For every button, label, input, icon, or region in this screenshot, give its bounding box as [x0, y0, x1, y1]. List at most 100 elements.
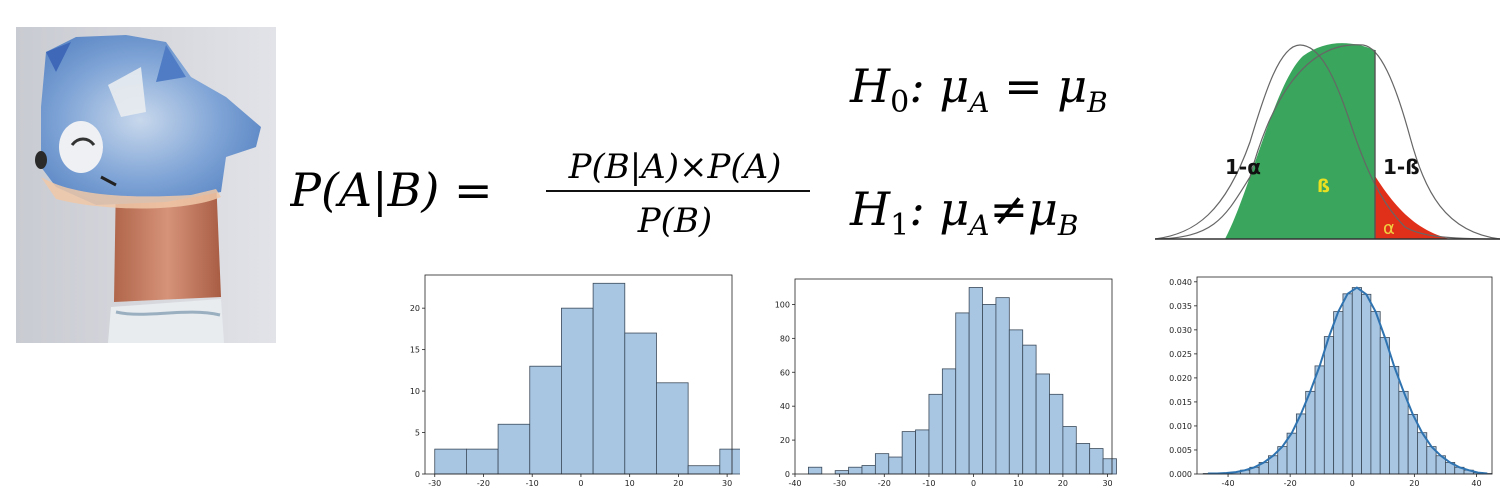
hist1-ytick-label-3: 15 — [410, 346, 420, 355]
hist2-bar-7 — [902, 432, 915, 474]
figure-photo-image — [16, 27, 276, 343]
hist3-ytick-label-4: 0.020 — [1169, 374, 1192, 383]
bayes-numerator: P(B|A)×P(A) — [568, 147, 782, 187]
hist3-bar-14 — [1334, 312, 1343, 474]
hist2-bar-15 — [1009, 330, 1022, 474]
hist1-xtick-label-6: 30 — [722, 479, 732, 488]
h1-a: A — [966, 209, 989, 242]
h1-sub: 1 — [890, 208, 909, 243]
hist3-bar-16 — [1352, 288, 1361, 474]
hist2-bar-4 — [862, 466, 875, 474]
hist2-bar-9 — [929, 394, 942, 474]
hist2-bar-10 — [942, 369, 955, 474]
hist1-bar-5 — [593, 283, 625, 474]
hist1-xtick-label-4: 10 — [625, 479, 635, 488]
hist2-bar-2 — [835, 471, 848, 474]
hist3-xtick-label-2: 0 — [1350, 479, 1355, 488]
hist3-ytick-label-1: 0.005 — [1169, 446, 1192, 455]
label-one-minus-alpha: 1-α — [1225, 155, 1261, 179]
hist2-ytick-label-4: 80 — [780, 334, 790, 343]
bayes-lhs: P(A|B) = — [290, 163, 493, 217]
h1-b: B — [1057, 209, 1079, 242]
h0-h: H — [849, 59, 891, 113]
hist1-bar-2 — [498, 424, 530, 474]
hist2-ytick-label-2: 40 — [780, 402, 790, 411]
hist2-xtick-label-4: 0 — [971, 479, 976, 488]
hist3-bar-12 — [1315, 366, 1324, 474]
hist2-ytick-label-5: 100 — [775, 300, 790, 309]
hist1-bar-9 — [720, 449, 740, 474]
hist3-xtick-label-4: 40 — [1471, 479, 1481, 488]
hist3-ytick-label-5: 0.025 — [1169, 350, 1192, 359]
hist3-bar-22 — [1408, 414, 1417, 474]
hist1-bar-7 — [656, 383, 688, 474]
hist1-bar-4 — [561, 308, 593, 474]
hist1-bar-8 — [688, 466, 720, 474]
hist3-ytick-label-8: 0.040 — [1169, 278, 1192, 287]
hist3-ytick-label-7: 0.035 — [1169, 302, 1192, 311]
h0-sub: 0 — [890, 85, 909, 120]
bayes-formula: P(A|B) = P(B|A)×P(A) P(B) — [290, 128, 830, 248]
hist2-bar-22 — [1103, 459, 1116, 474]
hist2-xtick-label-0: -40 — [788, 479, 801, 488]
hist3-bar-20 — [1390, 366, 1399, 474]
hist2-ytick-label-0: 0 — [785, 470, 790, 479]
hist3-bar-15 — [1343, 294, 1352, 474]
h1-rest: : μ — [909, 182, 969, 236]
hist2-bar-6 — [889, 457, 902, 474]
hist3-xtick-label-1: -20 — [1284, 479, 1297, 488]
hist2-bar-19 — [1063, 427, 1076, 474]
h0-eq: = μ — [989, 59, 1087, 113]
hist2-bar-16 — [1023, 345, 1036, 474]
hist1-xtick-label-5: 20 — [673, 479, 683, 488]
figure-photo — [16, 27, 276, 343]
hist1-bar-3 — [530, 366, 562, 474]
hist1-bar-1 — [466, 449, 498, 474]
hist3-ytick-label-3: 0.015 — [1169, 398, 1192, 407]
hist2-bar-5 — [875, 454, 888, 474]
hypotheses: H0: μA = μB H1: μA≠μB — [848, 30, 1168, 250]
hist3-bar-21 — [1399, 391, 1408, 474]
histogram-3: -40 -20 0 20 40 0.000 0.005 0.010 0.015 0.020 0.02… — [1155, 268, 1500, 500]
hist1-ytick-label-2: 10 — [410, 387, 420, 396]
hist3-xtick-label-3: 20 — [1409, 479, 1419, 488]
hist3-ytick-label-6: 0.030 — [1169, 326, 1192, 335]
hist2-ytick-label-1: 20 — [780, 436, 790, 445]
hist3-bar-10 — [1296, 414, 1305, 474]
hist3-bar-11 — [1306, 391, 1315, 474]
hist1-ytick-label-4: 20 — [410, 304, 420, 313]
label-one-minus-beta: 1-ß — [1383, 155, 1420, 179]
hist2-bar-17 — [1036, 374, 1049, 474]
h0-hypothesis: H0: μA = μB — [849, 59, 1108, 120]
hist3-bar-13 — [1324, 337, 1333, 474]
hist3-ytick-label-2: 0.010 — [1169, 422, 1192, 431]
hist2-xtick-label-7: 30 — [1102, 479, 1112, 488]
hist2-bar-20 — [1076, 443, 1089, 474]
hist1-bar-0 — [435, 449, 467, 474]
hist1-ytick-label-1: 5 — [415, 429, 420, 438]
hist2-ytick-label-3: 60 — [780, 368, 790, 377]
hist1-xtick-label-3: 0 — [578, 479, 583, 488]
hist2-xtick-label-3: -10 — [922, 479, 935, 488]
hist1-xtick-label-1: -20 — [477, 479, 490, 488]
h0-a: A — [966, 86, 989, 119]
bayes-denominator: P(B) — [637, 201, 712, 241]
hist2-bar-14 — [996, 298, 1009, 474]
hist3-bar-17 — [1362, 294, 1371, 474]
h1-eq: ≠μ — [989, 182, 1057, 236]
hist2-bar-13 — [983, 304, 996, 474]
hist3-xtick-label-0: -40 — [1222, 479, 1235, 488]
hist2-bar-21 — [1090, 449, 1103, 474]
hist2-bar-18 — [1049, 394, 1062, 474]
hist2-bar-0 — [808, 467, 821, 474]
hist2-xtick-label-2: -20 — [878, 479, 891, 488]
hist2-xtick-label-1: -30 — [833, 479, 846, 488]
hist3-ytick-label-0: 0.000 — [1169, 470, 1192, 479]
hist2-bar-3 — [849, 467, 862, 474]
hist2-xtick-label-6: 20 — [1058, 479, 1068, 488]
label-alpha: α — [1383, 218, 1395, 239]
hist2-bar-12 — [969, 287, 982, 474]
